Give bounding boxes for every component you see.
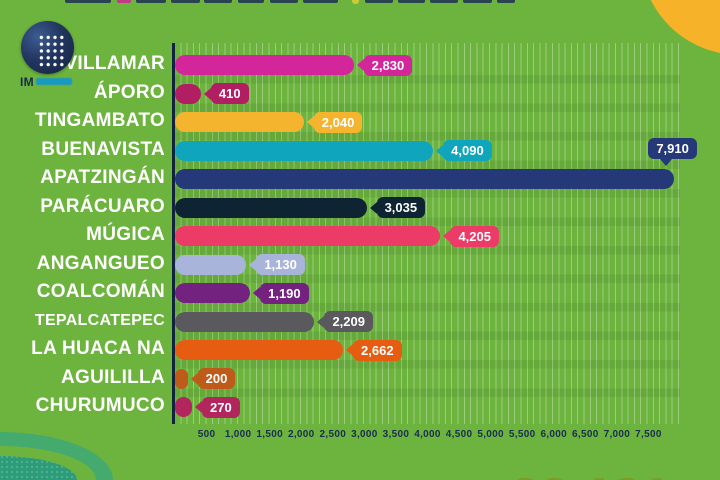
bar <box>175 55 354 75</box>
bar <box>175 83 201 104</box>
category-label: VILLAMAR <box>64 53 165 74</box>
logo-wordmark: IM <box>20 73 90 91</box>
x-axis-tick-label: 6,000 <box>540 429 568 440</box>
im-logo: IM <box>18 18 90 91</box>
bar <box>175 340 344 360</box>
decor-arcs-bottom-left <box>0 432 113 480</box>
value-callout: 7,910 <box>648 138 697 166</box>
value-callout: 1,190 <box>253 282 309 304</box>
logo-wordmark-teal <box>35 78 72 86</box>
y-axis-line <box>172 43 175 424</box>
bar <box>175 368 188 389</box>
value-callout: 4,205 <box>443 225 499 247</box>
value-callout: 2,830 <box>356 54 413 76</box>
x-axis-tick-label: 3,000 <box>351 429 378 440</box>
value-callout: 3,035 <box>369 197 426 218</box>
value-callout: 1,130 <box>249 254 305 275</box>
x-axis-tick-label: 4,500 <box>445 429 473 440</box>
category-label: CHURUMUCO <box>35 395 165 416</box>
category-label: APATZINGÁN <box>40 167 165 188</box>
category-label: TEPALCATEPEC <box>34 311 165 329</box>
x-axis-tick-label: 4,000 <box>414 429 441 440</box>
category-label: LA HUACA NA <box>31 338 165 359</box>
logo-dots-pattern <box>38 34 65 68</box>
value-callout: 410 <box>203 83 249 104</box>
x-axis-tick-label: 5,500 <box>508 429 536 440</box>
value-callout: 4,090 <box>436 140 492 161</box>
value-callout: 270 <box>195 396 240 418</box>
logo-text-im: IM <box>20 75 34 89</box>
x-axis-tick-label: 1,500 <box>256 429 283 440</box>
value-callout: 2,209 <box>317 311 373 332</box>
bar <box>175 112 304 132</box>
bar <box>175 169 675 189</box>
total-number-cropped: 32,181 <box>511 470 671 480</box>
value-callout: 2,040 <box>306 111 363 133</box>
bar <box>175 226 441 246</box>
x-axis-tick-label: 3,500 <box>382 429 410 440</box>
x-axis-tick-label: 2,500 <box>319 429 347 440</box>
cropped-title-fragments <box>0 0 720 4</box>
value-callout: 2,662 <box>346 339 402 361</box>
x-axis-tick-label: 6,500 <box>572 429 599 440</box>
category-label: ANGANGUEO <box>36 252 165 274</box>
x-axis-tick-label: 5,000 <box>477 429 504 440</box>
category-label: AGUILILLA <box>60 366 165 388</box>
bar <box>175 283 251 303</box>
category-label: COALCOMÁN <box>36 281 165 302</box>
logo-sphere-icon <box>21 21 74 74</box>
category-label: ÁPORO <box>93 81 165 103</box>
category-label: MÚGICA <box>86 224 165 245</box>
x-axis-tick-label: 7,500 <box>635 429 662 440</box>
category-label: TINGAMBATO <box>34 110 165 131</box>
x-axis-tick-label: 2,000 <box>287 429 315 440</box>
value-callout: 200 <box>190 368 236 389</box>
bar <box>175 140 434 161</box>
bar <box>175 397 193 417</box>
category-label: BUENAVISTA <box>41 138 165 160</box>
category-label: PARÁCUARO <box>40 195 165 217</box>
bar <box>175 254 247 275</box>
x-axis-tick-label: 1,000 <box>224 429 252 440</box>
bar <box>175 311 315 332</box>
bar <box>175 197 367 218</box>
x-axis-tick-label: 500 <box>197 429 216 440</box>
x-axis-tick-label: 7,000 <box>603 429 631 440</box>
